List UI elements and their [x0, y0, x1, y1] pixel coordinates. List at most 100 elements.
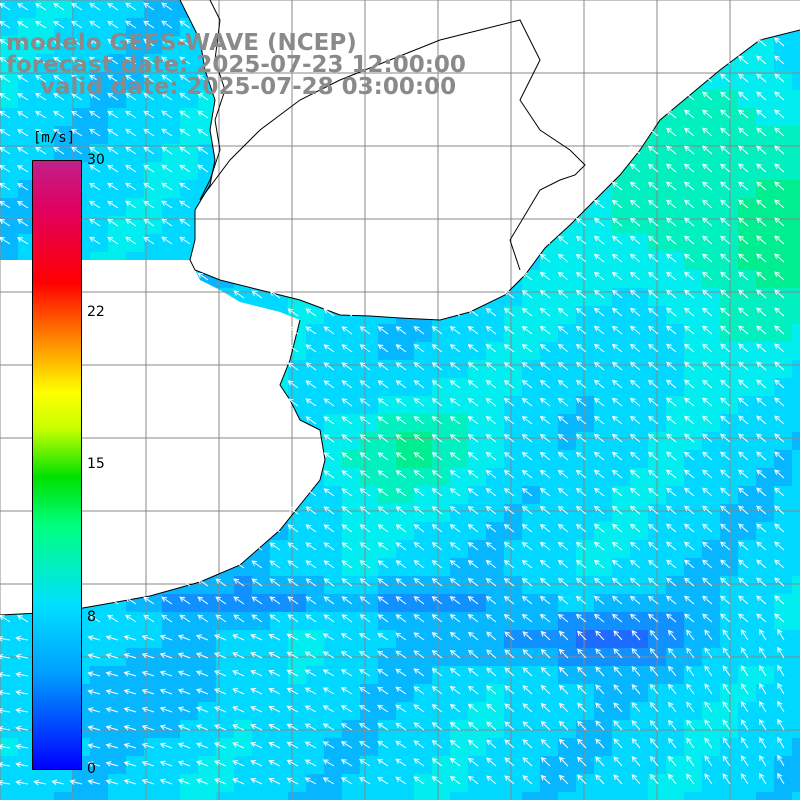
wind-arrow: [485, 506, 497, 515]
wind-arrow: [593, 469, 605, 479]
wind-arrow: [377, 452, 389, 461]
field-cell: [630, 792, 648, 800]
field-cell: [144, 738, 162, 756]
wind-arrow: [521, 379, 533, 389]
wind-arrow: [740, 737, 749, 749]
wind-arrow: [575, 343, 587, 353]
wind-arrow: [395, 506, 407, 515]
field-cell: [108, 630, 126, 648]
wind-arrow: [87, 779, 101, 785]
field-cell: [792, 90, 800, 108]
wind-arrow: [683, 415, 695, 425]
wind-arrow: [503, 469, 515, 479]
wind-arrow: [143, 74, 155, 83]
field-cell: [162, 666, 180, 684]
wind-arrow: [558, 738, 569, 749]
wind-arrow: [539, 415, 551, 425]
wind-arrow: [107, 110, 119, 119]
wind-arrow: [197, 128, 209, 137]
wind-arrow: [720, 595, 731, 605]
wind-arrow: [521, 559, 533, 569]
wind-arrow: [665, 181, 677, 191]
wind-arrow: [631, 666, 641, 677]
wind-arrow: [35, 128, 47, 137]
wind-arrow: [629, 271, 641, 281]
wind-arrow: [539, 307, 551, 317]
wind-arrow: [720, 199, 731, 209]
wind-arrow: [647, 361, 659, 371]
field-cell: [792, 558, 800, 576]
wind-arrow: [431, 524, 443, 533]
wind-arrow: [449, 362, 461, 371]
wind-arrow: [431, 326, 443, 335]
field-cell: [90, 720, 108, 738]
wind-arrow: [720, 361, 731, 371]
wind-arrow: [702, 271, 713, 281]
wind-arrow: [467, 757, 479, 767]
wind-arrow: [613, 648, 623, 659]
wind-arrow: [395, 380, 407, 389]
wind-arrow: [431, 434, 443, 443]
field-cell: [198, 684, 216, 702]
wind-arrow: [449, 524, 461, 533]
wind-arrow: [576, 684, 587, 695]
wind-arrow: [233, 578, 245, 587]
wind-arrow: [0, 615, 11, 623]
wind-arrow: [377, 326, 389, 335]
wind-arrow: [647, 397, 659, 407]
wind-arrow: [467, 649, 479, 659]
wind-arrow: [123, 634, 137, 641]
wind-arrow: [522, 667, 533, 677]
wind-arrow: [720, 181, 731, 191]
wind-arrow: [539, 433, 551, 443]
wind-arrow: [340, 669, 353, 677]
wind-arrow: [720, 163, 731, 173]
wind-arrow: [304, 777, 317, 785]
wind-arrow: [503, 613, 515, 623]
wind-arrow: [341, 470, 353, 479]
wind-arrow: [449, 398, 461, 407]
wind-arrow: [53, 2, 65, 11]
field-cell: [126, 684, 144, 702]
wind-arrow: [197, 74, 209, 83]
wind-arrow: [575, 559, 587, 569]
field-cell: [792, 792, 800, 800]
wind-arrow: [756, 289, 767, 299]
wind-arrow: [250, 742, 263, 749]
field-cell: [792, 684, 800, 702]
wind-arrow: [774, 505, 785, 515]
wind-arrow: [665, 145, 677, 155]
wind-arrow: [17, 614, 29, 623]
field-cell: [180, 630, 198, 648]
wind-arrow: [575, 487, 587, 497]
wind-arrow: [774, 397, 785, 407]
wind-arrow: [125, 56, 137, 65]
field-cell: [216, 774, 234, 792]
wind-arrow: [413, 650, 425, 659]
wind-arrow: [683, 289, 695, 299]
field-cell: [126, 630, 144, 648]
wind-arrow: [197, 110, 209, 119]
wind-arrow: [702, 487, 713, 497]
wind-arrow: [503, 415, 515, 425]
wind-arrow: [467, 542, 479, 551]
wind-arrow: [15, 761, 29, 768]
wind-arrow: [774, 307, 785, 317]
wind-arrow: [611, 577, 623, 587]
wind-arrow: [467, 739, 479, 749]
wind-arrow: [683, 343, 695, 353]
wind-arrow: [665, 469, 677, 479]
wind-arrow: [413, 614, 425, 623]
wind-arrow: [738, 613, 749, 623]
wind-arrow: [161, 164, 173, 173]
wind-arrow: [449, 703, 461, 713]
wind-arrow: [449, 685, 461, 695]
wind-arrow: [720, 109, 731, 119]
wind-arrow: [467, 398, 479, 407]
colorbar-tick-22: 22: [87, 304, 105, 320]
wind-arrow: [504, 667, 515, 677]
field-cell: [198, 738, 216, 756]
wind-arrow: [15, 779, 29, 786]
wind-arrow: [593, 505, 605, 515]
wind-arrow: [358, 723, 371, 731]
